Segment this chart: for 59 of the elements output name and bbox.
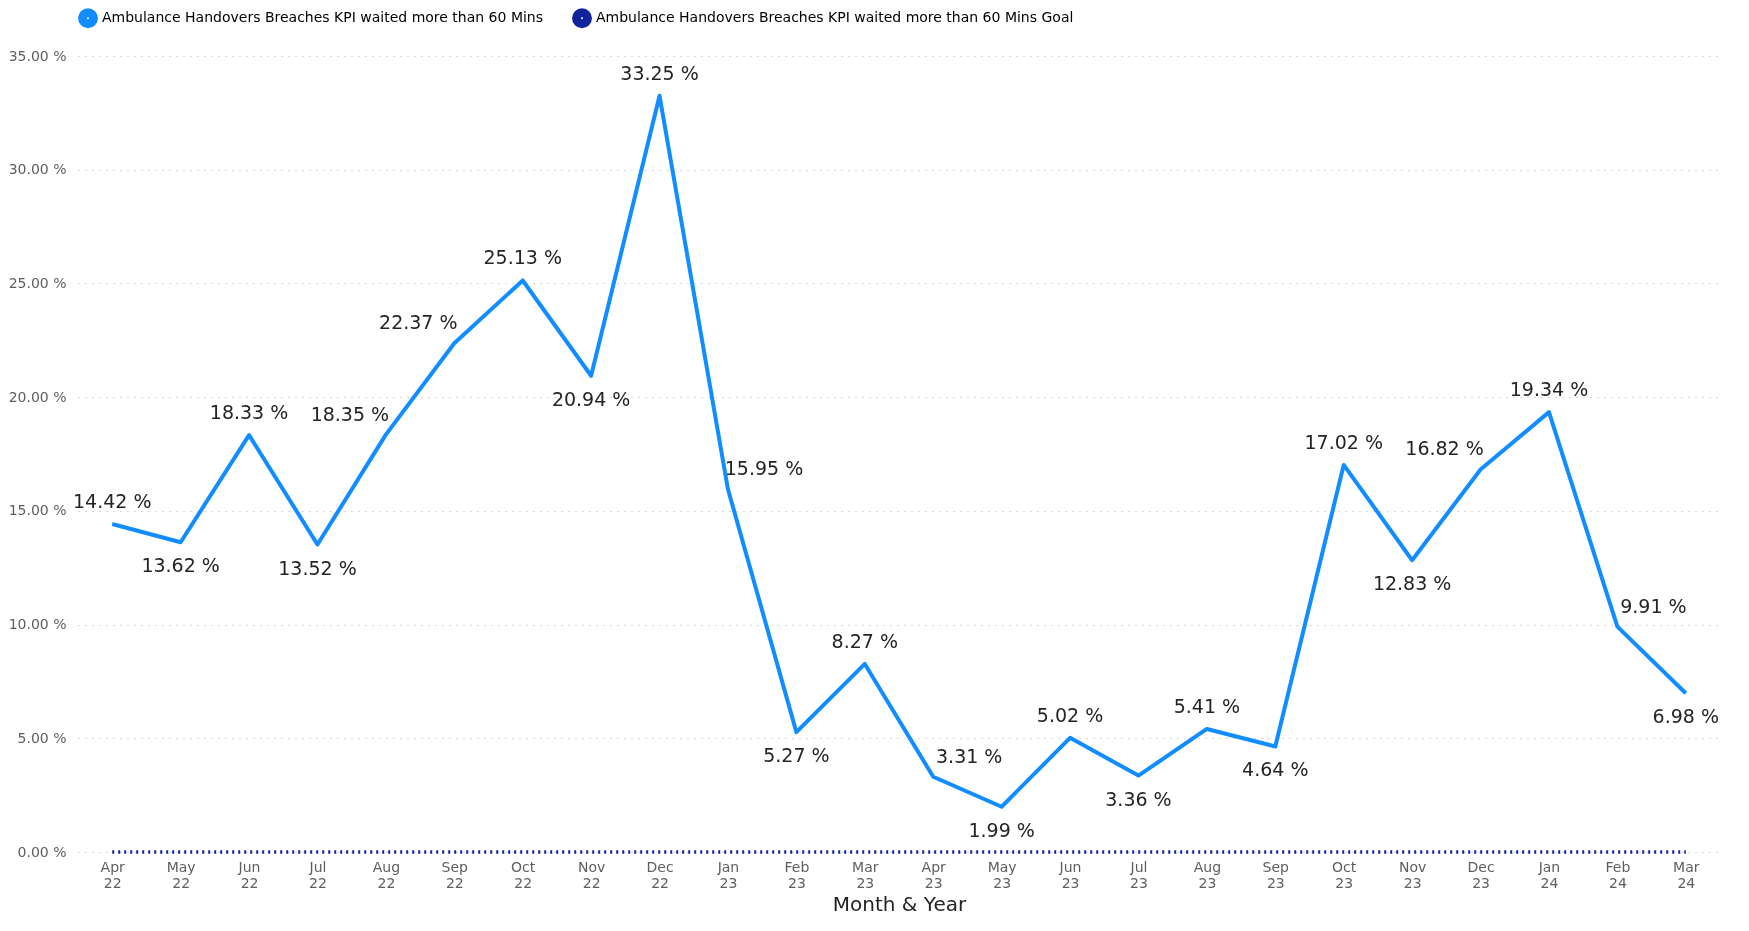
y-tick-label: 25.00 % [8,274,67,291]
x-tick-label: Jan 24 [1537,858,1561,891]
y-tick-label: 20.00 % [8,388,67,405]
x-tick-label: Feb 24 [1605,858,1631,891]
x-tick-label: Jul 22 [308,858,327,891]
data-label: 18.33 % [209,401,289,424]
data-label: 4.64 % [1242,758,1309,781]
y-tick-label: 5.00 % [17,729,67,746]
x-tick-label: May 23 [987,858,1017,891]
data-label: 13.62 % [141,554,220,577]
data-label: 5.41 % [1173,694,1241,717]
x-tick-label: Apr 22 [100,858,126,891]
data-label: 13.52 % [278,556,357,579]
data-label: 22.37 % [379,311,458,334]
legend-label: Ambulance Handovers Breaches KPI waited more than 60 Mins Goal [596,9,1074,26]
x-tick-label: Apr 23 [921,858,947,891]
data-label: 17.02 % [1304,430,1383,453]
x-tick-label: Dec 23 [1467,858,1495,891]
data-label: 9.91 % [1620,594,1687,617]
y-tick-label: 0.00 % [17,843,67,860]
x-tick-label: Jun 22 [237,858,261,891]
y-tick-label: 15.00 % [8,502,67,519]
y-tick-label: 35.00 % [8,47,67,64]
x-tick-label: Oct 22 [511,858,536,891]
data-label: 15.95 % [724,457,804,480]
x-tick-label: Mar 24 [1673,858,1700,891]
x-tick-label: Nov 22 [577,858,606,891]
data-label: 8.27 % [831,629,898,652]
data-label: 33.25 % [620,61,699,84]
y-tick-label: 10.00 % [8,616,67,633]
x-tick-label: Dec 22 [646,858,674,891]
x-tick-label: Nov 23 [1398,858,1427,891]
data-label: 16.82 % [1405,437,1484,460]
data-label: 20.94 % [551,387,631,410]
x-tick-label: Mar 23 [852,858,879,891]
data-label: 5.02 % [1036,703,1104,726]
x-tick-label: Feb 23 [784,858,810,891]
data-label: 1.99 % [968,818,1035,841]
data-label: 3.36 % [1105,787,1172,810]
x-tick-label: Aug 22 [372,858,401,891]
x-tick-label: Sep 22 [441,858,469,891]
x-tick-label: Sep 23 [1262,858,1290,891]
legend-label: Ambulance Handovers Breaches KPI waited more than 60 Mins [102,9,544,26]
data-label: 6.98 % [1652,705,1719,728]
x-axis-title: Month & Year [832,891,967,916]
x-tick-label: Jul 23 [1129,858,1148,891]
data-label: 25.13 % [483,246,562,269]
x-tick-label: Jun 23 [1058,858,1082,891]
data-label: 5.27 % [763,744,830,767]
data-label: 3.31 % [936,744,1003,767]
data-label: 12.83 % [1372,572,1452,595]
x-tick-label: Jan 23 [716,858,740,891]
x-tick-label: Aug 23 [1193,858,1222,891]
data-label: 18.35 % [310,402,390,425]
data-label: 14.42 % [72,490,152,513]
x-tick-label: Oct 23 [1332,858,1357,891]
x-tick-label: May 22 [166,858,196,891]
y-tick-label: 30.00 % [8,161,67,178]
data-label: 19.34 % [1509,378,1589,401]
